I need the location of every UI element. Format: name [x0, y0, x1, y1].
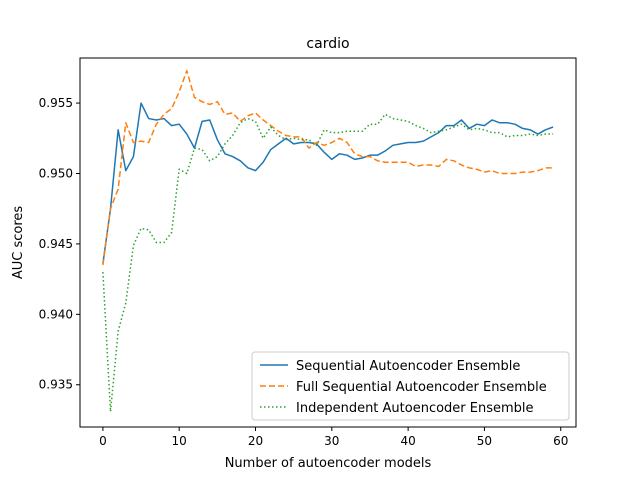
series-line-1 — [102, 102, 554, 264]
y-axis-label: AUC scores — [11, 206, 26, 280]
x-tick-label: 30 — [324, 434, 339, 448]
legend-label-2: Full Sequential Autoencoder Ensemble — [296, 380, 547, 395]
x-axis-label: Number of autoencoder models — [225, 456, 432, 471]
y-tick-label: 0.935 — [39, 378, 73, 392]
axis-ticks: 0 10 20 30 40 50 60 0.935 0.940 0.945 0.950 0.955 — [39, 96, 569, 448]
x-tick-label: 50 — [477, 434, 492, 448]
x-tick-label: 10 — [172, 434, 187, 448]
legend: Sequential Autoencoder Ensemble Full Sequ… — [251, 351, 570, 421]
x-tick-label: 20 — [248, 434, 263, 448]
chart-title: cardio — [306, 36, 349, 52]
x-tick-label: 0 — [99, 434, 107, 448]
plot-area-frame — [79, 57, 577, 428]
legend-label-1: Sequential Autoencoder Ensemble — [296, 359, 520, 374]
y-tick-label: 0.945 — [39, 237, 73, 251]
y-tick-label: 0.955 — [39, 96, 73, 110]
legend-box — [251, 351, 570, 421]
y-tick-label: 0.940 — [39, 307, 73, 321]
legend-label-3: Independent Autoencoder Ensemble — [296, 401, 534, 416]
series-line-2 — [102, 69, 554, 266]
y-tick-label: 0.950 — [39, 166, 73, 180]
x-tick-label: 40 — [400, 434, 415, 448]
series-lines — [102, 69, 554, 413]
x-tick-label: 60 — [553, 434, 568, 448]
